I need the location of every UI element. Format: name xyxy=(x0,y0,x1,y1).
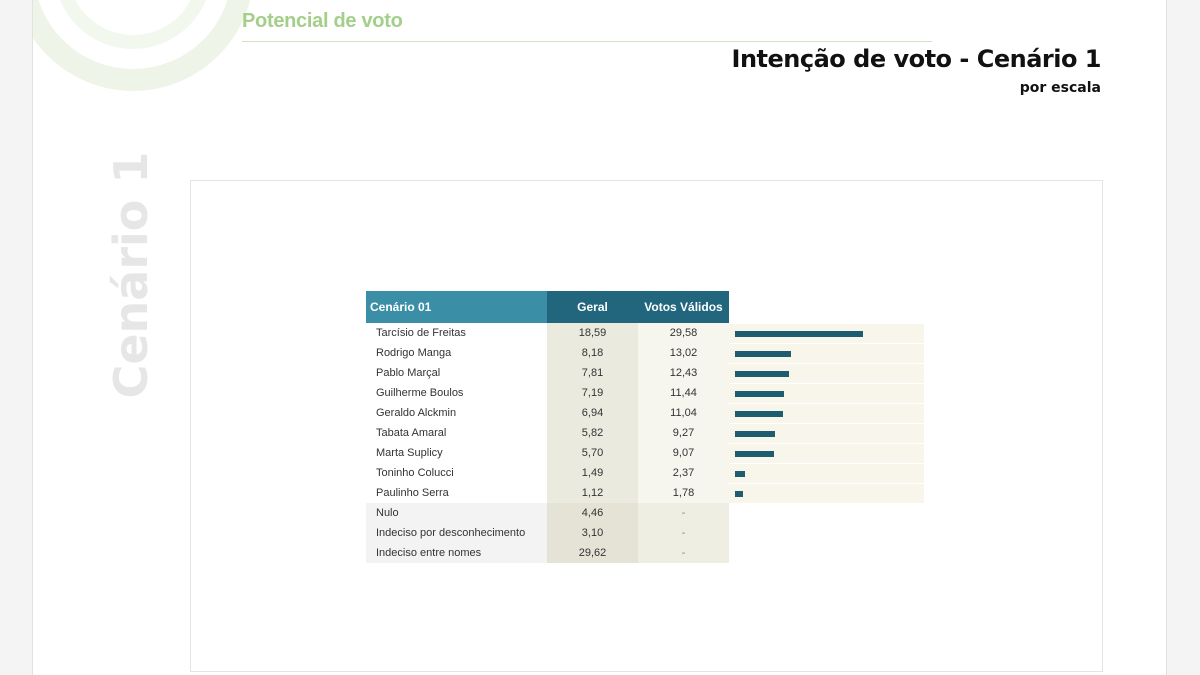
candidate-name: Nulo xyxy=(366,503,547,523)
table-row: Guilherme Boulos 7,19 11,44 xyxy=(366,383,926,403)
candidate-name: Guilherme Boulos xyxy=(376,387,464,399)
candidate-name: Indeciso por desconhecimento xyxy=(366,523,547,543)
value-geral: 7,81 xyxy=(547,363,638,383)
bar-votos-validos xyxy=(735,491,743,497)
bar-track xyxy=(729,443,924,463)
candidate-name: Tarcísio de Freitas xyxy=(376,327,466,339)
table-row: Pablo Marçal 7,81 12,43 xyxy=(366,363,926,383)
value-votos-validos: - xyxy=(638,543,729,563)
value-votos-validos: 12,43 xyxy=(638,363,729,383)
bar-track xyxy=(729,383,924,403)
table-row: Tabata Amaral 5,82 9,27 xyxy=(366,423,926,443)
page-title: Intenção de voto - Cenário 1 xyxy=(731,45,1102,73)
table-row: Geraldo Alckmin 6,94 11,04 xyxy=(366,403,926,423)
report-page: Potencial de voto Intenção de voto - Cen… xyxy=(32,0,1167,675)
table-body: Tarcísio de Freitas 18,59 29,58 Rodrigo Man… xyxy=(366,323,926,563)
candidate-name: Tabata Amaral xyxy=(376,427,447,439)
value-votos-validos: - xyxy=(638,503,729,523)
section-divider xyxy=(242,41,932,42)
bar-track xyxy=(729,323,924,343)
side-label-text: Cenário 1 xyxy=(104,151,158,399)
candidate-name: Marta Suplicy xyxy=(376,447,443,459)
bar-track xyxy=(729,403,924,423)
value-geral: 4,46 xyxy=(547,503,638,523)
value-geral: 7,19 xyxy=(547,383,638,403)
value-geral: 8,18 xyxy=(547,343,638,363)
value-votos-validos: 1,78 xyxy=(638,483,729,503)
candidate-name: Rodrigo Manga xyxy=(376,347,452,359)
table-row: Paulinho Serra 1,12 1,78 xyxy=(366,483,926,503)
bar-votos-validos xyxy=(735,391,785,397)
value-geral: 29,62 xyxy=(547,543,638,563)
bar-votos-validos xyxy=(735,431,775,437)
candidate-name: Indeciso entre nomes xyxy=(366,543,547,563)
section-title: Potencial de voto xyxy=(242,10,403,32)
table-row: Indeciso entre nomes 29,62- xyxy=(366,543,926,563)
value-votos-validos: 11,04 xyxy=(638,403,729,423)
table-row: Toninho Colucci 1,49 2,37 xyxy=(366,463,926,483)
table-panel: Cenário 01 Geral Votos Válidos Tarcísio … xyxy=(190,180,1103,672)
header-scenario: Cenário 01 xyxy=(366,291,547,323)
candidate-name: Geraldo Alckmin xyxy=(376,407,457,419)
bar-votos-validos xyxy=(735,471,746,477)
decorative-rings xyxy=(33,0,251,91)
table-header: Cenário 01 Geral Votos Válidos xyxy=(366,291,926,323)
table-row: Rodrigo Manga 8,18 13,02 xyxy=(366,343,926,363)
bar-track xyxy=(729,503,924,523)
table-row: Marta Suplicy 5,70 9,07 xyxy=(366,443,926,463)
value-votos-validos: 13,02 xyxy=(638,343,729,363)
bar-track xyxy=(729,343,924,363)
bar-track xyxy=(729,523,924,543)
value-geral: 6,94 xyxy=(547,403,638,423)
table-row: Indeciso por desconhecimento 3,10- xyxy=(366,523,926,543)
value-votos-validos: 29,58 xyxy=(638,323,729,343)
value-geral: 18,59 xyxy=(547,323,638,343)
value-votos-validos: - xyxy=(638,523,729,543)
value-votos-validos: 9,07 xyxy=(638,443,729,463)
bar-track xyxy=(729,463,924,483)
side-label: Cenário 1 xyxy=(103,152,159,399)
candidate-name: Paulinho Serra xyxy=(376,487,449,499)
candidate-name: Toninho Colucci xyxy=(376,467,454,479)
bar-track xyxy=(729,423,924,443)
value-votos-validos: 2,37 xyxy=(638,463,729,483)
bar-track xyxy=(729,363,924,383)
bar-votos-validos xyxy=(735,351,792,357)
value-geral: 3,10 xyxy=(547,523,638,543)
results-table: Cenário 01 Geral Votos Válidos Tarcísio … xyxy=(366,291,926,563)
table-row: Tarcísio de Freitas 18,59 29,58 xyxy=(366,323,926,343)
table-row: Nulo 4,46- xyxy=(366,503,926,523)
bar-votos-validos xyxy=(735,451,775,457)
bar-track xyxy=(729,543,924,563)
bar-votos-validos xyxy=(735,411,783,417)
bar-votos-validos xyxy=(735,331,863,337)
bar-votos-validos xyxy=(735,371,789,377)
header-votos-validos: Votos Válidos xyxy=(638,291,729,323)
value-geral: 5,82 xyxy=(547,423,638,443)
page-subtitle: por escala xyxy=(1019,80,1101,96)
value-votos-validos: 11,44 xyxy=(638,383,729,403)
bar-track xyxy=(729,483,924,503)
candidate-name: Pablo Marçal xyxy=(376,367,441,379)
header-geral: Geral xyxy=(547,291,638,323)
value-geral: 5,70 xyxy=(547,443,638,463)
value-votos-validos: 9,27 xyxy=(638,423,729,443)
value-geral: 1,12 xyxy=(547,483,638,503)
value-geral: 1,49 xyxy=(547,463,638,483)
